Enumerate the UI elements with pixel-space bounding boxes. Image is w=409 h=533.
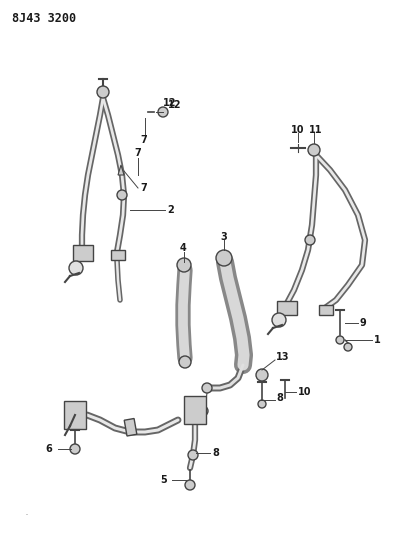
Text: 2: 2 — [166, 205, 173, 215]
Text: .: . — [25, 505, 29, 518]
Bar — [64, 401, 86, 429]
Circle shape — [184, 480, 195, 490]
Circle shape — [69, 261, 83, 275]
Circle shape — [307, 144, 319, 156]
Text: 8: 8 — [275, 393, 282, 403]
Text: 10: 10 — [290, 125, 304, 135]
Text: 8J43 3200: 8J43 3200 — [12, 12, 76, 25]
Circle shape — [117, 190, 127, 200]
Circle shape — [198, 406, 207, 416]
Text: 8: 8 — [211, 448, 218, 458]
Text: 3: 3 — [220, 232, 226, 242]
Circle shape — [177, 258, 191, 272]
Polygon shape — [118, 165, 124, 175]
Circle shape — [271, 313, 285, 327]
Circle shape — [188, 450, 198, 460]
Text: 11: 11 — [308, 125, 322, 135]
Text: 6: 6 — [45, 444, 52, 454]
Circle shape — [179, 356, 191, 368]
Text: 10: 10 — [297, 387, 311, 397]
Bar — [276, 301, 296, 315]
Circle shape — [343, 343, 351, 351]
Text: 7: 7 — [139, 135, 146, 145]
Text: 7: 7 — [139, 183, 146, 193]
Text: 7: 7 — [134, 148, 140, 158]
Circle shape — [255, 369, 267, 381]
Text: 12: 12 — [163, 98, 176, 108]
Circle shape — [257, 400, 265, 408]
Bar — [73, 245, 93, 261]
Bar — [111, 250, 125, 260]
Bar — [184, 396, 205, 424]
Circle shape — [202, 383, 211, 393]
Bar — [124, 418, 137, 436]
Circle shape — [335, 336, 343, 344]
Bar — [318, 305, 332, 315]
Text: 12: 12 — [168, 100, 181, 110]
Circle shape — [70, 444, 80, 454]
Text: 1: 1 — [373, 335, 380, 345]
Text: 13: 13 — [275, 352, 289, 362]
Text: 9: 9 — [359, 318, 366, 328]
Circle shape — [304, 235, 314, 245]
Text: 4: 4 — [180, 243, 186, 253]
Circle shape — [157, 107, 168, 117]
Circle shape — [216, 250, 231, 266]
Text: 5: 5 — [160, 475, 166, 485]
Circle shape — [97, 86, 109, 98]
